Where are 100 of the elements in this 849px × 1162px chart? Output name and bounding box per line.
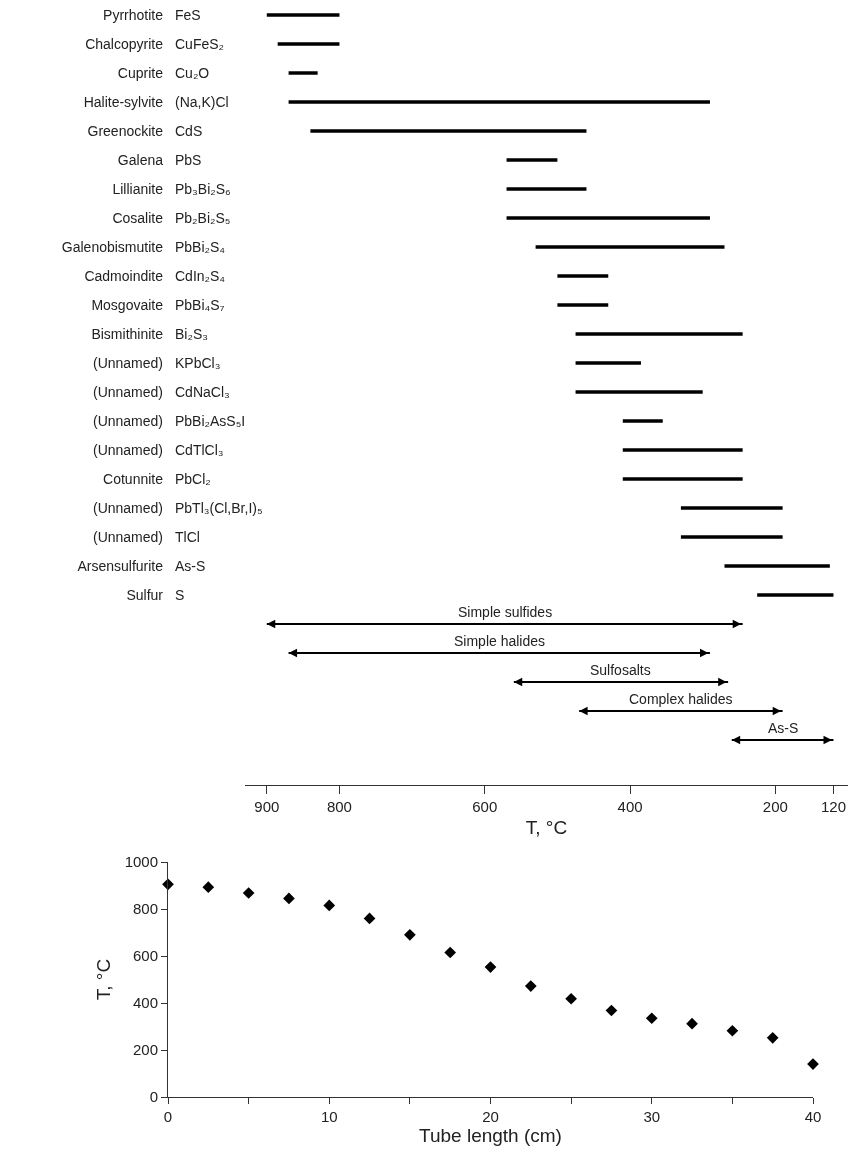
point bbox=[283, 892, 295, 905]
bar bbox=[266, 13, 340, 17]
bar bbox=[277, 42, 340, 46]
y2-tick-label: S bbox=[175, 587, 185, 603]
y-axis-title: T, °C bbox=[93, 958, 115, 1001]
x-tick-label: 20 bbox=[482, 1108, 499, 1125]
x-tick-label: 10 bbox=[320, 1108, 338, 1125]
bar bbox=[557, 274, 609, 278]
y2-tick-label: KPbCl₃ bbox=[175, 355, 221, 371]
data-label: As-S bbox=[768, 720, 799, 736]
y-tick-label: Halite-sylvite bbox=[83, 93, 164, 110]
bar bbox=[310, 129, 587, 133]
y2-tick-label: Pb₂Bi₂S₅ bbox=[175, 210, 231, 226]
bar bbox=[535, 245, 725, 249]
y-tick-label: 600 bbox=[132, 947, 158, 965]
y2-tick-label: CdNaCl₃ bbox=[175, 384, 230, 400]
bar bbox=[680, 506, 783, 510]
y-tick-label: Bismithinite bbox=[91, 325, 164, 342]
y-tick-label: Cotunnite bbox=[103, 470, 164, 487]
point bbox=[686, 1017, 698, 1030]
bar bbox=[506, 187, 587, 191]
y-tick-label: 1000 bbox=[124, 853, 158, 871]
y-tick-label: Greenockite bbox=[87, 122, 164, 139]
y-tick-label: (Unnamed) bbox=[92, 412, 163, 429]
y2-tick-label: CdS bbox=[175, 123, 203, 139]
data-label: Sulfosalts bbox=[590, 662, 651, 678]
bar bbox=[506, 158, 558, 162]
point bbox=[323, 899, 336, 912]
y2-tick-label: Bi₂S₃ bbox=[175, 326, 208, 342]
bar bbox=[557, 303, 609, 307]
y-tick-label: Cosalite bbox=[112, 209, 164, 226]
x-tick-label: 400 bbox=[617, 798, 643, 815]
bar bbox=[680, 535, 783, 539]
point bbox=[162, 878, 174, 891]
bar bbox=[622, 419, 663, 423]
y-tick-label: (Unnamed) bbox=[92, 354, 163, 371]
y-tick-label: 200 bbox=[132, 1041, 158, 1059]
bar bbox=[724, 564, 830, 568]
x-axis-title: T, °C bbox=[525, 816, 568, 838]
y2-tick-label: PbCl₂ bbox=[175, 471, 211, 487]
y2-tick-label: CdIn₂S₄ bbox=[175, 268, 226, 284]
point bbox=[242, 887, 255, 899]
bar bbox=[575, 390, 703, 394]
y-tick-label: Arsensulfurite bbox=[77, 557, 164, 574]
point bbox=[444, 946, 457, 959]
bar bbox=[757, 593, 834, 597]
y-tick-label: Galenobismutite bbox=[61, 238, 164, 255]
y2-tick-label: (Na,K)Cl bbox=[175, 94, 229, 110]
y-tick-label: (Unnamed) bbox=[92, 383, 163, 400]
y-tick-label: Cadmoindite bbox=[84, 267, 164, 284]
y2-tick-label: PbBi₂AsS₅I bbox=[175, 413, 246, 429]
y-tick-label: Lillianite bbox=[112, 180, 164, 197]
point bbox=[202, 881, 215, 893]
point bbox=[605, 1004, 618, 1017]
y2-tick-label: As-S bbox=[175, 558, 206, 574]
bar bbox=[288, 100, 710, 104]
y-tick-label: Pyrrhotite bbox=[103, 6, 164, 23]
point bbox=[565, 992, 577, 1005]
bar bbox=[622, 477, 743, 481]
x-axis-title: Tube length (cm) bbox=[419, 1125, 562, 1146]
y-tick-label: Galena bbox=[117, 151, 164, 168]
y2-tick-label: PbTl₃(Cl,Br,I)₅ bbox=[175, 500, 263, 516]
point bbox=[766, 1031, 779, 1044]
y-tick-label: 0 bbox=[149, 1088, 158, 1106]
x-tick-label: 900 bbox=[254, 798, 280, 815]
bar bbox=[575, 332, 743, 336]
point bbox=[363, 912, 376, 925]
y-tick-label: (Unnamed) bbox=[92, 528, 163, 545]
bar bbox=[575, 361, 641, 365]
y-tick-label: (Unnamed) bbox=[92, 441, 163, 458]
y2-tick-label: Cu₂O bbox=[175, 65, 210, 81]
y2-tick-label: TlCl bbox=[175, 529, 200, 545]
y2-tick-label: Pb₃Bi₂S₆ bbox=[175, 181, 231, 197]
y-tick-label: (Unnamed) bbox=[92, 499, 163, 516]
y-tick-label: 400 bbox=[132, 994, 158, 1012]
y2-tick-label: PbBi₂S₄ bbox=[175, 239, 226, 255]
data-label: Simple halides bbox=[454, 633, 546, 649]
point bbox=[484, 961, 497, 973]
point bbox=[726, 1024, 739, 1037]
x-tick-label: 120 bbox=[820, 798, 846, 815]
y-tick-label: Chalcopyrite bbox=[85, 35, 164, 52]
y-tick-label: 800 bbox=[132, 900, 158, 918]
y2-tick-label: CdTlCl₃ bbox=[175, 442, 224, 458]
x-tick-label: 800 bbox=[326, 798, 352, 815]
x-tick-label: 600 bbox=[472, 798, 498, 815]
x-tick-label: 200 bbox=[762, 798, 788, 815]
point bbox=[404, 929, 416, 941]
y2-tick-label: CuFeS₂ bbox=[175, 36, 225, 52]
bar bbox=[506, 216, 710, 220]
y2-tick-label: PbS bbox=[175, 152, 202, 168]
x-tick-label: 30 bbox=[643, 1108, 661, 1125]
x-tick-label: 40 bbox=[804, 1108, 822, 1125]
bar bbox=[622, 448, 743, 452]
y-tick-label: Cuprite bbox=[117, 64, 164, 81]
y2-tick-label: PbBi₄S₇ bbox=[175, 297, 225, 313]
data-label: Complex halides bbox=[629, 691, 733, 707]
bar bbox=[288, 71, 318, 75]
point bbox=[524, 980, 537, 992]
point bbox=[645, 1012, 658, 1025]
data-label: Simple sulfides bbox=[458, 604, 553, 620]
